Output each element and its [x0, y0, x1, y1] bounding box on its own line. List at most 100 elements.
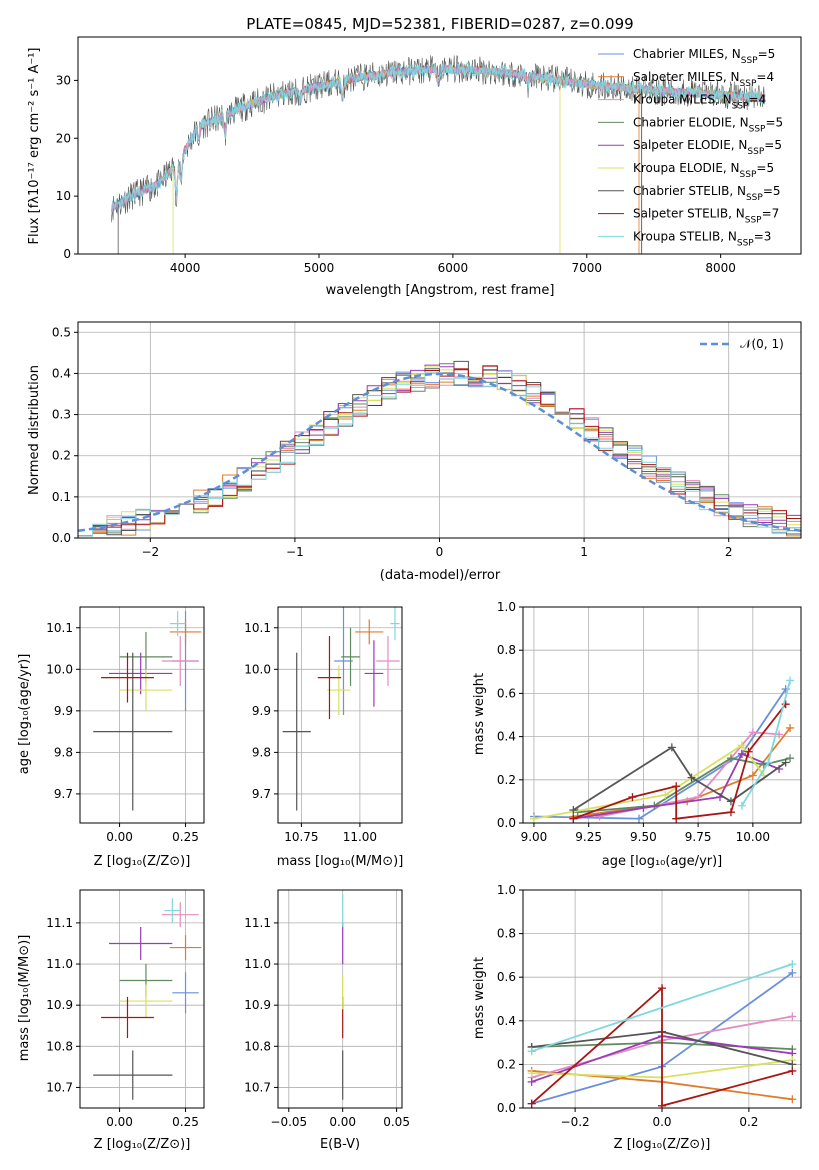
- axes-frame: [77, 321, 802, 539]
- mass-vs-ebv-plot: −0.05 0.00 0.05 10.7 10.8 10.9 11.0 11.1: [244, 889, 410, 1129]
- x-tick-label: 9.75: [685, 830, 712, 844]
- axes-frame: [79, 889, 205, 1109]
- weight-z-xlabel: Z [log₁₀(Z/Z⊙)]: [614, 1137, 711, 1152]
- y-tick-label: 10.8: [46, 1039, 73, 1053]
- residual-panel: −2 −1 0 1 2 0.0 0.1 0.2 0.3 0.4 0.5 (data-model)/e…: [27, 321, 802, 583]
- age-vs-mass-plot: 10.75 11.00 9.7 9.8 9.9 10.0 10.1: [244, 606, 403, 844]
- weight-marker: [527, 1047, 536, 1056]
- x-tick-label: 0.00: [106, 1115, 133, 1129]
- spectrum-xlabel: wavelength [Angstrom, rest frame]: [326, 283, 555, 298]
- weight-marker: [786, 676, 795, 685]
- mass-ebv-xlabel: E(B-V): [320, 1137, 360, 1152]
- y-tick-label: 11.0: [46, 957, 73, 971]
- spectrum-ylabel: Flux [fλ10⁻¹⁷ erg cm⁻² s⁻¹ A⁻¹]: [27, 48, 42, 245]
- weight-z-ylabel: mass weight: [472, 957, 487, 1039]
- y-tick-label: 0.4: [497, 1014, 516, 1028]
- weight-marker: [569, 814, 578, 823]
- residual-xlabel: (data-model)/error: [380, 568, 501, 583]
- y-tick-label: 0.3: [52, 408, 71, 422]
- y-tick-label: 11.1: [244, 916, 271, 930]
- x-tick-label: 5000: [304, 261, 335, 275]
- y-tick-label: 0.0: [497, 816, 516, 830]
- x-tick-label: −0.2: [561, 1115, 590, 1129]
- mass-vs-metallicity-plot: 0.00 0.25 10.7 10.8 10.9 11.0 11.1: [46, 889, 205, 1129]
- weight-marker: [658, 1101, 666, 1110]
- axes-frame: [522, 889, 802, 1109]
- legend-label: Chabrier ELODIE, NSSP=5: [633, 115, 783, 134]
- weight-line: [533, 743, 765, 820]
- y-tick-label: 9.8: [54, 745, 73, 759]
- weight-marker: [667, 743, 676, 752]
- weight-vs-metallicity-plot: −0.2 0.0 0.2 0.0 0.2 0.4 0.6 0.8 1.0: [497, 883, 802, 1129]
- residual-legend-label: 𝒩(0, 1): [740, 337, 784, 351]
- x-tick-label: 9.00: [521, 830, 548, 844]
- y-tick-label: 0.0: [497, 1101, 516, 1115]
- weight-marker: [744, 747, 753, 756]
- weight-marker: [788, 1012, 797, 1021]
- y-tick-label: 0.8: [497, 643, 516, 657]
- x-tick-label: 10.00: [736, 830, 770, 844]
- weight-marker: [687, 773, 696, 782]
- weight-marker: [786, 754, 795, 763]
- y-tick-label: 10.0: [244, 662, 271, 676]
- weight-marker: [672, 814, 681, 823]
- y-tick-label: 9.7: [252, 787, 271, 801]
- x-tick-label: 0.25: [172, 830, 199, 844]
- weight-marker: [786, 723, 795, 732]
- x-tick-label: 9.25: [575, 830, 602, 844]
- weight-line: [533, 688, 787, 820]
- weight-marker: [628, 793, 637, 802]
- y-tick-label: 10.0: [46, 662, 73, 676]
- weight-marker: [737, 741, 746, 750]
- y-tick-label: 0.2: [497, 1057, 516, 1071]
- weight-marker: [573, 808, 582, 817]
- axes-frame: [522, 606, 802, 824]
- weight-marker: [781, 758, 790, 767]
- y-tick-label: 1.0: [497, 600, 516, 614]
- legend-label: Kroupa STELIB, NSSP=3: [633, 229, 771, 248]
- weight-marker: [748, 728, 757, 737]
- normal-curve: [78, 372, 801, 533]
- weight-marker: [726, 754, 735, 763]
- weight-marker: [788, 960, 797, 969]
- weight-marker: [788, 1095, 797, 1104]
- spectrum-plot: 4000 5000 6000 7000 8000 0 10 20 30: [56, 36, 802, 275]
- weight-marker: [529, 814, 538, 823]
- weight-marker: [748, 771, 757, 780]
- x-tick-label: −2: [141, 545, 159, 559]
- histogram-kroupa-stelib: [78, 370, 801, 537]
- x-tick-label: 0.2: [739, 1115, 758, 1129]
- y-tick-label: 10.8: [244, 1039, 271, 1053]
- legend-label: Kroupa MILES, NSSP=4: [633, 93, 766, 112]
- weight-age-ylabel: mass weight: [472, 673, 487, 755]
- y-tick-label: 10.1: [244, 621, 271, 635]
- weight-marker: [527, 1099, 536, 1108]
- y-tick-label: 0.0: [52, 531, 71, 545]
- x-tick-label: 0.0: [652, 1115, 671, 1129]
- mass-z-ylabel: mass [log₁₀(M/M⊙)]: [17, 935, 32, 1062]
- weight-marker: [661, 790, 670, 799]
- mass-z-xlabel: Z [log₁₀(Z/Z⊙)]: [94, 1137, 191, 1152]
- y-tick-label: 0.2: [497, 773, 516, 787]
- age-vs-metallicity-plot: 0.00 0.25 9.7 9.8 9.9 10.0 10.1: [46, 606, 205, 844]
- spectrum-line-kroupa-stelib: [111, 61, 766, 215]
- y-tick-label: 10.9: [46, 998, 73, 1012]
- y-tick-label: 0.5: [52, 325, 71, 339]
- y-tick-label: 9.9: [252, 704, 271, 718]
- x-tick-label: 7000: [572, 261, 603, 275]
- y-tick-label: 9.9: [54, 704, 73, 718]
- y-tick-label: 0.1: [52, 490, 71, 504]
- weight-marker: [527, 1069, 536, 1078]
- axes-frame: [277, 889, 403, 1109]
- axes-frame: [77, 36, 802, 255]
- weight-marker: [527, 1077, 536, 1086]
- weight-marker: [737, 801, 746, 810]
- spectrum-legend: Chabrier MILES, NSSP=5 Salpeter MILES, NS…: [598, 47, 783, 248]
- x-tick-label: 0.00: [329, 1115, 356, 1129]
- x-tick-label: 0: [436, 545, 444, 559]
- y-tick-label: 0.6: [497, 970, 516, 984]
- age-z-ylabel: age [log₁₀(age/yr)]: [17, 654, 32, 775]
- x-tick-label: 6000: [438, 261, 469, 275]
- weight-vs-age-plot: 9.00 9.25 9.50 9.75 10.00 0.0 0.2 0.4 0.6 0.8 1.0: [497, 600, 802, 844]
